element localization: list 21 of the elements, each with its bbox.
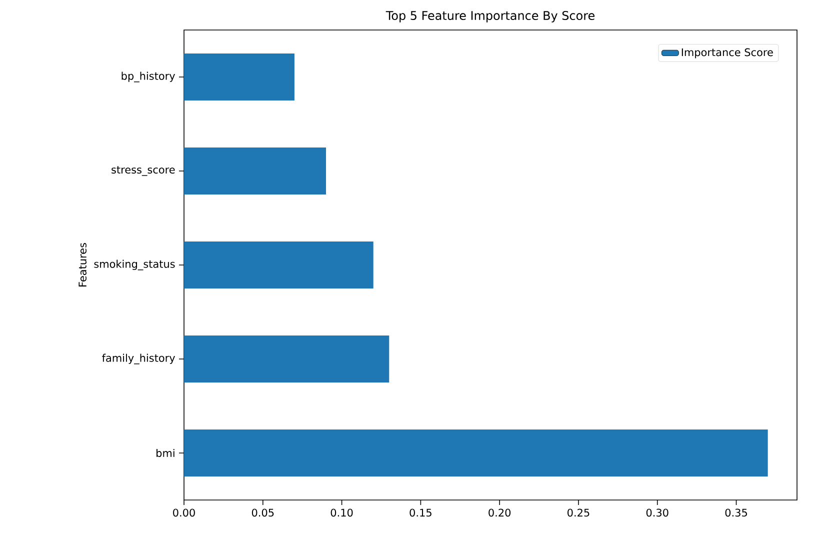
y-tick-label: bp_history: [122, 72, 176, 82]
y-tick-label: bmi: [156, 448, 174, 458]
x-tick-label: 0.10: [330, 508, 353, 517]
bar: [184, 54, 294, 101]
legend-label: Importance Score: [682, 48, 773, 58]
x-tick-label: 0.20: [488, 508, 511, 517]
x-tick-label: 0.35: [725, 508, 747, 517]
y-tick-label: smoking_status: [94, 260, 175, 270]
bar: [184, 242, 374, 289]
y-tick-label: family_history: [102, 354, 176, 364]
x-tick-label: 0.15: [410, 508, 432, 517]
bar: [184, 336, 390, 383]
x-tick-label: 0.00: [173, 508, 195, 517]
x-tick-label: 0.30: [646, 508, 668, 517]
y-axis-title: Features: [78, 243, 86, 286]
y-tick-label: stress_score: [112, 166, 175, 176]
x-tick-label: 0.05: [252, 508, 274, 517]
x-tick-label: 0.25: [568, 508, 590, 517]
chart-title: Top 5 Feature Importance By Score: [386, 10, 594, 22]
bar: [184, 430, 768, 477]
bar: [184, 148, 326, 195]
